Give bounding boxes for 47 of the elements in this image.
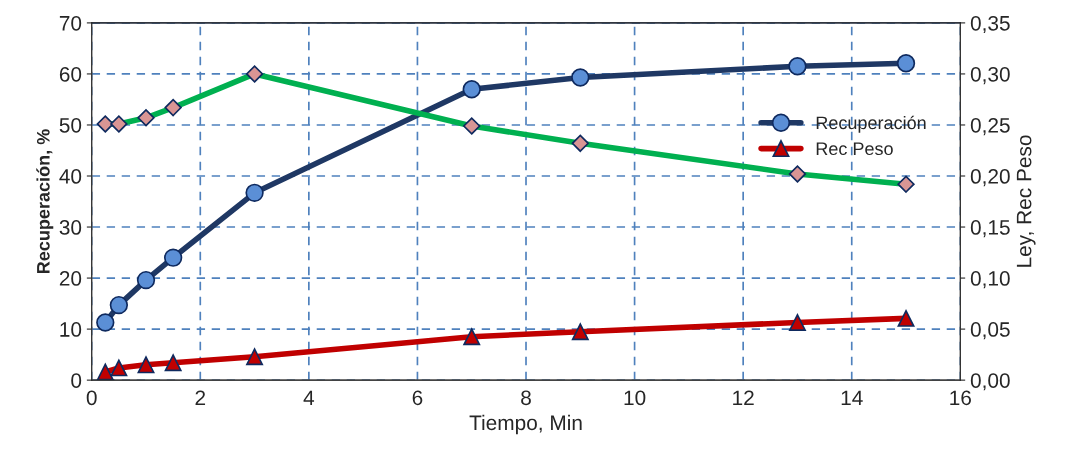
point <box>571 68 590 87</box>
x-tick-label: 6 <box>412 390 423 406</box>
x-tick-label: 12 <box>733 390 754 405</box>
y-tick-label: 20 <box>59 271 82 286</box>
point <box>246 348 264 366</box>
y-axis-title: Recuperación, % <box>36 129 54 274</box>
y2-axis-title: Ley, Rec Peso <box>1016 135 1036 267</box>
point <box>136 270 156 290</box>
legend-label: Recuperación <box>816 115 926 133</box>
point <box>96 313 115 332</box>
y2-tick-label: 0,05 <box>970 322 1010 340</box>
y2-tick-label: 0,25 <box>970 117 1010 136</box>
y2-tick-label: 0,15 <box>970 220 1010 238</box>
point <box>463 328 481 346</box>
x-tick-label: 14 <box>841 390 863 405</box>
point <box>571 323 589 341</box>
y2-tick-label: 0,10 <box>970 271 1010 289</box>
y2-tick-label: 0,00 <box>970 373 1010 391</box>
x-tick-label: 10 <box>624 390 646 406</box>
x-tick-label: 4 <box>303 390 315 405</box>
x-tick-label: 2 <box>195 390 206 405</box>
y-tick-label: 70 <box>59 15 82 31</box>
y2-tick-label: 0,20 <box>970 169 1010 187</box>
point <box>137 356 155 374</box>
y-tick-label: 30 <box>59 220 82 235</box>
y-tick-label: 40 <box>59 169 82 184</box>
point <box>462 80 481 99</box>
point <box>164 354 182 372</box>
point <box>897 309 915 327</box>
point <box>896 54 916 73</box>
y-tick-label: 10 <box>60 322 82 337</box>
point <box>110 359 128 377</box>
x-tick-label: 16 <box>950 390 971 406</box>
point <box>245 183 264 203</box>
point <box>788 313 806 331</box>
x-tick-label: 0 <box>86 390 97 406</box>
y2-tick-label: 0,30 <box>970 66 1010 85</box>
x-axis-title: Tiempo, Min <box>469 414 582 435</box>
point <box>109 295 129 315</box>
point <box>788 57 807 76</box>
point <box>163 248 183 267</box>
x-tick-label: 8 <box>521 390 531 406</box>
y-tick-label: 50 <box>59 117 82 133</box>
legend-label: Rec Peso <box>816 142 893 156</box>
y-tick-label: 60 <box>59 66 82 82</box>
y2-tick-label: 0,35 <box>970 15 1010 34</box>
y-tick-label: 0 <box>71 373 82 388</box>
